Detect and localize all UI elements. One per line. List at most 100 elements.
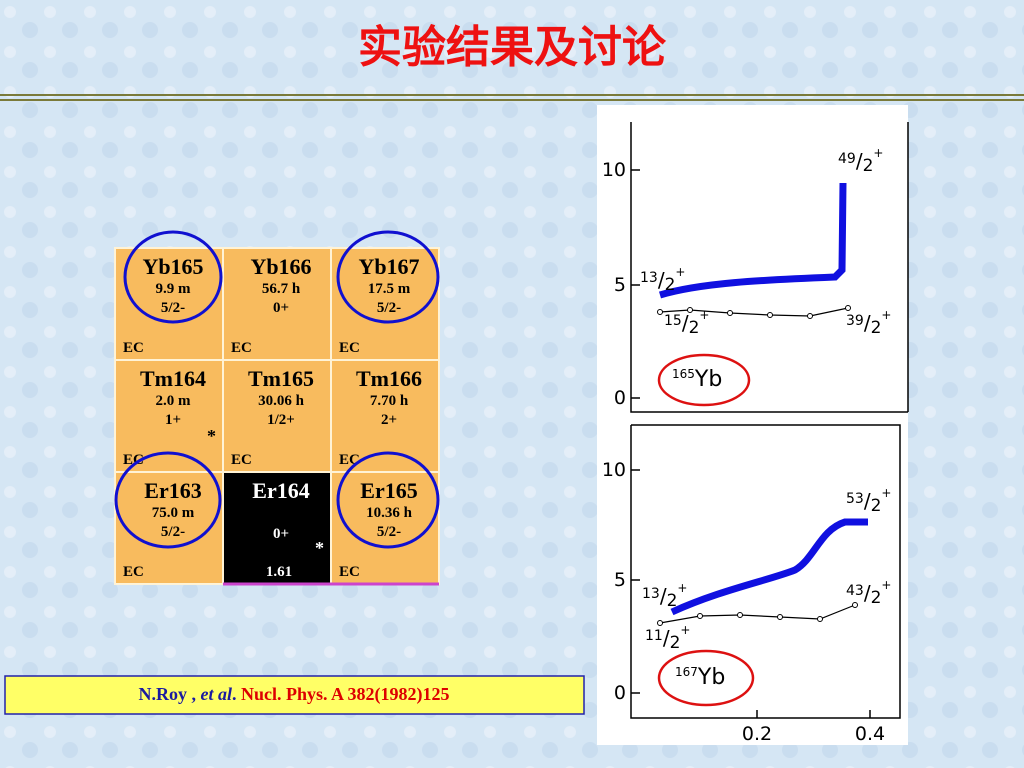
numerator: 43 (846, 583, 864, 599)
numerator: 11 (645, 628, 663, 644)
slash: / (856, 149, 863, 173)
curve-points (657, 602, 858, 626)
marker: * (207, 426, 216, 446)
slide-title: 实验结果及讨论 (358, 22, 667, 73)
spin: 5/2- (377, 300, 401, 316)
parity: + (881, 486, 891, 500)
y-tick-label: 0 (614, 682, 626, 704)
nuclide-name: Er163 (144, 478, 201, 503)
half-life: 17.5 m (368, 281, 411, 297)
cell (330, 247, 440, 361)
parity: + (675, 265, 685, 279)
decay: EC (123, 340, 144, 356)
cell (114, 471, 224, 585)
half-life: 30.06 h (258, 393, 305, 409)
element: Yb (697, 665, 725, 690)
decay: EC (231, 452, 252, 468)
decay: EC (339, 452, 360, 468)
marker: * (315, 538, 324, 558)
half-life: 75.0 m (152, 505, 195, 521)
numerator: 13 (640, 270, 658, 286)
nuclide-name: Yb167 (358, 254, 419, 279)
state-label: 43/2+ (846, 578, 891, 608)
slash: / (864, 581, 871, 605)
slash: / (682, 311, 689, 335)
highlight-ellipses (657, 353, 755, 707)
nuclide-name: Yb166 (250, 254, 311, 279)
nucleus-label: 167Yb (675, 665, 725, 690)
state-label: 39/2+ (846, 308, 891, 338)
denominator: 2 (667, 591, 678, 611)
slash: / (663, 626, 670, 650)
y-tick-label: 5 (614, 569, 626, 591)
y-tick-label: 10 (602, 159, 626, 181)
numerator: 39 (846, 313, 864, 329)
spin: 0+ (273, 300, 289, 316)
reference: N.Roy , et al. Nucl. Phys. A 382(1982)12… (138, 684, 449, 705)
x-tick-label: 0.4 (855, 723, 885, 745)
parity: + (699, 308, 709, 322)
numerator: 15 (664, 313, 682, 329)
tick-marks (631, 169, 871, 718)
state-label: 53/2+ (846, 486, 891, 516)
state-label: 49/2+ (838, 146, 883, 176)
mass-number: 167 (675, 665, 698, 679)
slash: / (864, 489, 871, 513)
nucleus-label: 165Yb (672, 367, 722, 392)
numerator: 49 (838, 151, 856, 167)
y-tick-label: 0 (614, 387, 626, 409)
frame-bottom (630, 424, 901, 719)
half-life: 9.9 m (156, 281, 192, 297)
spin: 5/2- (161, 524, 185, 540)
authors: N.Roy , (138, 684, 196, 704)
parity: + (680, 623, 690, 637)
et-al: et al (200, 684, 232, 704)
element: Yb (694, 367, 722, 392)
denominator: 2 (665, 275, 676, 295)
reference-box (4, 675, 585, 715)
curve-points (657, 305, 851, 319)
denominator: 2 (871, 496, 882, 516)
denominator: 2 (871, 588, 882, 608)
denominator: 2 (689, 318, 700, 338)
dot: . (232, 684, 237, 704)
decay: EC (123, 564, 144, 580)
half-life: 7.70 h (370, 393, 409, 409)
slash: / (864, 311, 871, 335)
half-life: 10.36 h (366, 505, 413, 521)
slash: / (660, 584, 667, 608)
journal: Nucl. Phys. A 382(1982)125 (241, 684, 450, 705)
abundance: 1.61 (266, 564, 292, 580)
half-life: 2.0 m (156, 393, 192, 409)
nuclide-name: Tm166 (356, 366, 422, 391)
denominator: 2 (863, 156, 874, 176)
nuclide-name: Yb165 (142, 254, 203, 279)
curve-blue (670, 518, 868, 616)
cell (222, 471, 332, 585)
numerator: 53 (846, 491, 864, 507)
cell (222, 359, 332, 473)
decay: EC (231, 340, 252, 356)
spin: 2+ (381, 412, 397, 428)
parity: + (881, 578, 891, 592)
nuclide-name: Er165 (360, 478, 417, 503)
slash: / (658, 268, 665, 292)
parity: + (677, 581, 687, 595)
state-label: 13/2+ (640, 265, 685, 295)
spin: 0+ (273, 526, 289, 542)
frame-top (630, 122, 909, 413)
curve-black (659, 307, 849, 317)
spin: 5/2- (161, 300, 185, 316)
plot-frames (630, 122, 909, 719)
nuclide-name: Er164 (252, 478, 309, 503)
x-tick-label: 0.2 (742, 723, 772, 745)
spin: 1+ (165, 412, 181, 428)
denominator: 2 (871, 318, 882, 338)
decay: EC (339, 340, 360, 356)
curve-black (659, 604, 856, 624)
spin: 5/2- (377, 524, 401, 540)
mass-number: 165 (672, 367, 695, 381)
